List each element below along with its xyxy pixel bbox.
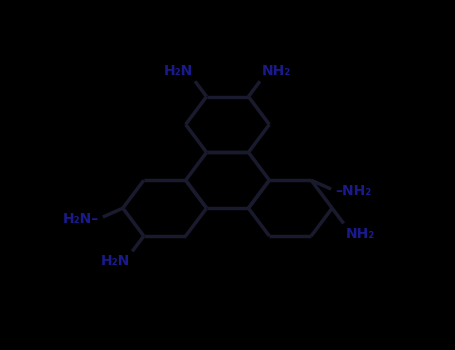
Text: H₂N: H₂N (101, 254, 130, 268)
Text: –NH₂: –NH₂ (335, 184, 371, 198)
Text: H₂N–: H₂N– (63, 212, 99, 226)
Text: H₂N: H₂N (163, 64, 193, 78)
Text: NH₂: NH₂ (262, 64, 292, 78)
Text: NH₂: NH₂ (346, 226, 375, 240)
